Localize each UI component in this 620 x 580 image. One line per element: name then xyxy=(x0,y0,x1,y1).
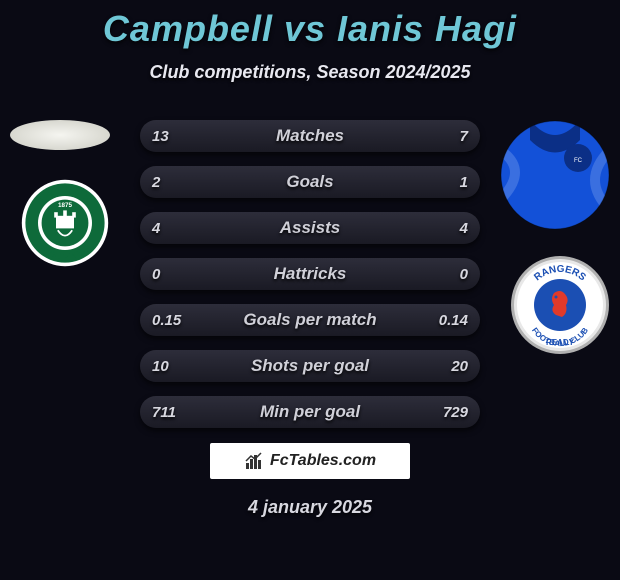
stat-row: 4 Assists 4 xyxy=(140,212,480,244)
stat-label: Assists xyxy=(280,218,340,238)
stat-value-right: 729 xyxy=(443,396,468,428)
stat-value-right: 1 xyxy=(460,166,468,198)
stat-row: 10 Shots per goal 20 xyxy=(140,350,480,382)
avatar-right-jersey: FC xyxy=(500,120,610,230)
stat-label: Min per goal xyxy=(260,402,360,422)
stat-label: Hattricks xyxy=(274,264,347,284)
avatar-left-placeholder xyxy=(10,120,110,150)
stat-label: Matches xyxy=(276,126,344,146)
brand-text: FcTables.com xyxy=(270,452,376,470)
stat-value-right: 20 xyxy=(451,350,468,382)
stat-value-left: 13 xyxy=(152,120,169,152)
stat-row: 0 Hattricks 0 xyxy=(140,258,480,290)
club-badge-rangers: RANGERS FOOTBALL CLUB READY xyxy=(510,255,610,355)
page-subtitle: Club competitions, Season 2024/2025 xyxy=(0,62,620,83)
stat-row: 0.15 Goals per match 0.14 xyxy=(140,304,480,336)
stat-value-right: 0.14 xyxy=(439,304,468,336)
stats-panel: 13 Matches 7 2 Goals 1 4 Assists 4 0 Hattricks 0 0.1… xyxy=(140,120,480,442)
stat-value-left: 0.15 xyxy=(152,304,181,336)
stat-row: 13 Matches 7 xyxy=(140,120,480,152)
brand-icon xyxy=(244,451,264,471)
page-title: Campbell vs Ianis Hagi xyxy=(0,0,620,50)
stat-value-right: 4 xyxy=(460,212,468,244)
jersey-badge-text: FC xyxy=(574,158,583,164)
stat-value-left: 2 xyxy=(152,166,160,198)
page-date: 4 january 2025 xyxy=(0,497,620,518)
stat-value-left: 711 xyxy=(152,396,176,428)
club-badge-hibernian: HIBERNIAN EDINBURGH 1875 xyxy=(20,178,110,268)
rangers-text-ready: READY xyxy=(546,338,575,347)
stat-row: 711 Min per goal 729 xyxy=(140,396,480,428)
stat-label: Goals per match xyxy=(243,310,376,330)
badge-year: 1875 xyxy=(58,202,73,209)
stat-label: Shots per goal xyxy=(251,356,369,376)
stat-value-right: 0 xyxy=(460,258,468,290)
stat-row: 2 Goals 1 xyxy=(140,166,480,198)
stat-label: Goals xyxy=(286,172,333,192)
stat-value-left: 10 xyxy=(152,350,169,382)
stat-value-left: 0 xyxy=(152,258,160,290)
stat-value-left: 4 xyxy=(152,212,160,244)
brand-badge: FcTables.com xyxy=(210,443,410,479)
stat-value-right: 7 xyxy=(460,120,468,152)
